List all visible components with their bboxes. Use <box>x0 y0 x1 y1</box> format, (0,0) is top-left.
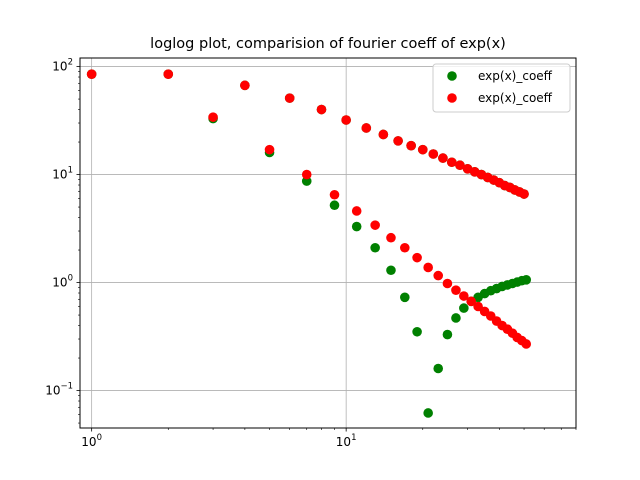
scatter-point <box>459 291 469 301</box>
legend-label: exp(x)_coeff <box>478 91 553 105</box>
y-tick-label: 102 <box>52 58 73 74</box>
scatter-point <box>466 296 477 307</box>
scatter-point <box>351 206 362 216</box>
scatter-point <box>521 275 532 285</box>
scatter-point <box>301 169 312 180</box>
y-tick-label: 101 <box>52 166 73 182</box>
scatter-point <box>393 136 403 146</box>
scatter-point <box>386 232 396 243</box>
scatter-point <box>446 157 457 168</box>
scatter-point <box>423 262 433 273</box>
plot-area-frame <box>79 57 577 429</box>
x-tick-label: 100 <box>81 433 102 449</box>
scatter-point <box>412 326 422 337</box>
scatter-point <box>417 144 428 155</box>
scatter-point <box>163 69 174 79</box>
scatter-point <box>341 115 351 125</box>
legend-marker <box>447 71 457 81</box>
scatter-point <box>442 278 453 289</box>
scatter-point <box>438 153 448 163</box>
scatter-point <box>442 329 453 340</box>
scatter-point <box>519 189 529 199</box>
scatter-point <box>433 270 444 281</box>
scatter-point <box>412 252 422 263</box>
scatter-point <box>451 285 461 295</box>
scatter-point <box>361 123 372 133</box>
x-tick-label: 101 <box>336 433 357 449</box>
scatter-point <box>428 149 439 159</box>
scatter-point <box>329 200 340 211</box>
axis-ticks: 100 101 10−1 100 101 102 <box>45 58 577 449</box>
scatter-point <box>451 313 461 323</box>
legend-box <box>432 63 571 113</box>
scatter-point <box>400 292 410 303</box>
scatter-point <box>264 144 275 155</box>
y-tick-label: 100 <box>52 274 73 290</box>
scatter-point <box>316 104 327 115</box>
series-2 <box>86 69 532 349</box>
scatter-point <box>329 189 340 200</box>
scatter-point <box>400 242 410 253</box>
scatter-point <box>240 80 250 91</box>
y-tick-label: 10−1 <box>45 382 73 398</box>
data-points <box>86 69 532 418</box>
scatter-point <box>208 112 218 122</box>
scatter-point <box>433 363 444 374</box>
scatter-point <box>284 93 295 103</box>
scatter-point <box>455 160 465 171</box>
scatter-point <box>473 301 483 312</box>
scatter-point <box>86 69 97 79</box>
chart-title: loglog plot, comparision of fourier coef… <box>150 36 506 52</box>
scatter-point <box>351 221 362 232</box>
scatter-point <box>386 265 396 276</box>
scatter-point <box>521 339 532 349</box>
scatter-point <box>370 220 380 230</box>
legend-label: exp(x)_coeff <box>478 69 553 83</box>
legend: exp(x)_coeff exp(x)_coeff <box>432 63 571 113</box>
scatter-point <box>423 408 433 418</box>
scatter-point <box>370 242 380 253</box>
scatter-point <box>459 303 469 313</box>
scatter-point <box>378 129 389 140</box>
scatter-point <box>406 140 416 151</box>
legend-marker <box>447 93 457 103</box>
